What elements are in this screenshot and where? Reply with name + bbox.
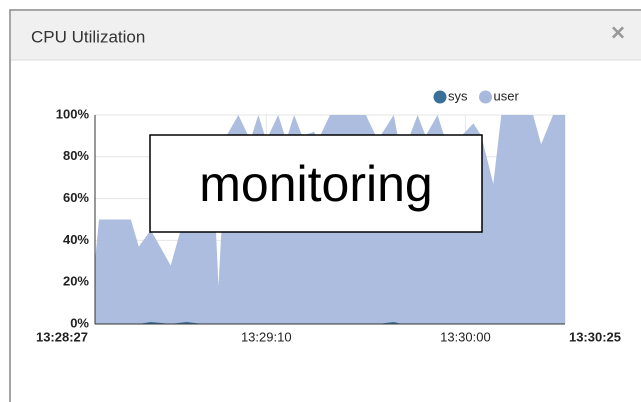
y-tick-label: 40%	[63, 232, 89, 247]
x-tick-label: 13:30:25	[569, 329, 621, 344]
legend-swatch	[479, 90, 492, 104]
y-tick-label: 80%	[63, 148, 89, 163]
y-tick-label: 0%	[70, 315, 89, 330]
y-tick-label: 100%	[56, 106, 90, 121]
x-tick-label: 13:28:27	[36, 329, 88, 344]
panel-header	[11, 11, 641, 60]
x-tick-label: 13:30:00	[440, 329, 491, 344]
legend-swatch	[433, 90, 447, 104]
y-tick-label: 60%	[63, 190, 89, 205]
legend-label: sys	[448, 88, 468, 103]
close-button[interactable]: ×	[611, 19, 625, 46]
overlay-box	[149, 134, 483, 233]
y-tick-label: 20%	[63, 274, 89, 289]
panel-title: CPU Utilization	[31, 27, 145, 46]
x-tick-label: 13:29:10	[241, 329, 292, 344]
overlay-label: monitoring	[199, 156, 432, 212]
legend-label: user	[494, 88, 520, 103]
